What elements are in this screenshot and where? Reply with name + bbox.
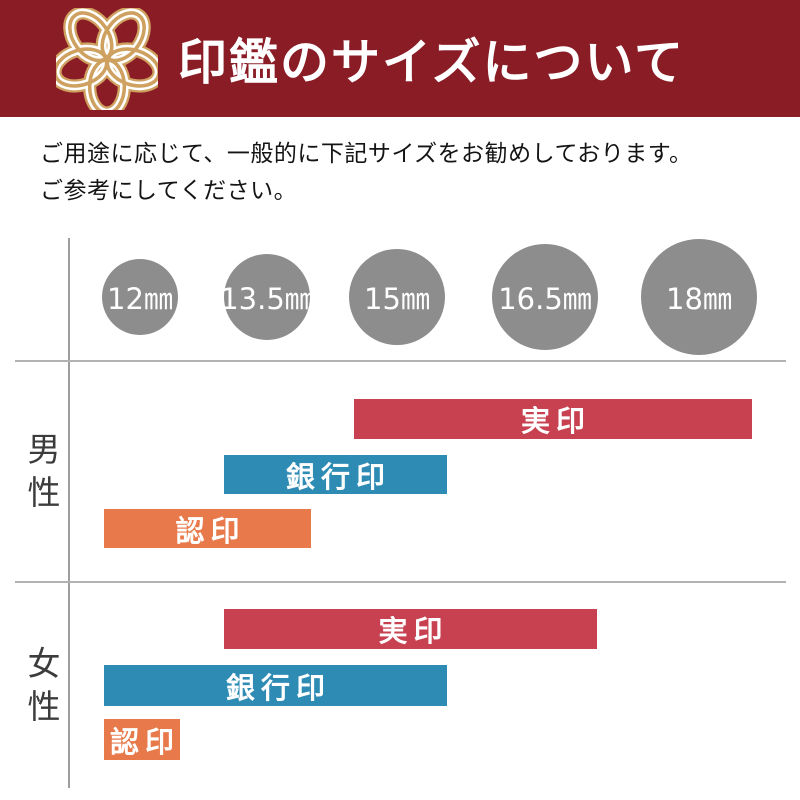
- intro-line-1: ご用途に応じて、一般的に下記サイズをお勧めしております。: [40, 141, 693, 167]
- size-circle-16_5mm: 16.5㎜: [492, 244, 598, 350]
- seal-bar-label: 実印: [378, 614, 449, 648]
- bar-male-ginkoin: 銀行印: [224, 455, 447, 494]
- bar-male-jitsuin: 実印: [354, 399, 752, 439]
- size-circle-12mm: 12㎜: [102, 259, 178, 335]
- header-banner: 印鑑のサイズについて: [0, 0, 800, 117]
- bar-female-ginkoin: 銀行印: [104, 665, 447, 706]
- mizuhiki-knot-icon: [56, 8, 158, 110]
- bar-female-jitsuin: 実印: [224, 609, 597, 649]
- size-circle-13_5mm: 13.5㎜: [220, 254, 314, 340]
- knot-loop: [56, 47, 109, 88]
- seal-bar-label: 認印: [110, 724, 180, 759]
- bar-male-mitomein: 認印: [104, 509, 311, 548]
- group-label-female: 女 性: [27, 644, 61, 726]
- y-axis-line: [68, 238, 70, 788]
- seal-bar-label: 認印: [175, 513, 246, 548]
- seal-bar-label: 実印: [520, 404, 591, 438]
- size-circle-label: 18㎜: [666, 282, 732, 316]
- group-label-male: 男 性: [27, 430, 61, 512]
- size-circle-label: 13.5㎜: [220, 282, 314, 316]
- divider-line-1: [15, 360, 786, 362]
- size-circle-label: 12㎜: [107, 282, 173, 316]
- page-title: 印鑑のサイズについて: [178, 34, 686, 91]
- seal-bar-label: 銀行印: [225, 670, 331, 705]
- size-circle-15mm: 15㎜: [349, 249, 445, 345]
- seal-bar-label: 銀行印: [285, 459, 391, 494]
- divider-line-2: [15, 581, 786, 583]
- size-circle-18mm: 18㎜: [641, 239, 757, 355]
- intro-line-2: ご参考にしてください。: [40, 178, 298, 204]
- size-circle-label: 16.5㎜: [498, 282, 592, 316]
- bar-female-mitomein: 認印: [104, 719, 180, 760]
- size-circle-label: 15㎜: [364, 282, 430, 316]
- intro-text: ご用途に応じて、一般的に下記サイズをお勧めしております。 ご参考にしてください。: [40, 136, 692, 210]
